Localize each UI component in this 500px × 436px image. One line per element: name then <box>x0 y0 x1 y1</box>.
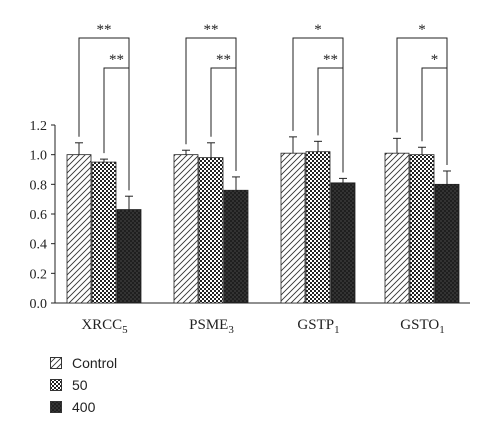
legend-swatch-checker <box>50 379 62 391</box>
y-tick-label: 1.0 <box>30 149 48 164</box>
legend-item-400: 400 <box>50 396 117 418</box>
significance-label: * <box>314 22 322 38</box>
significance-label: ** <box>204 22 219 38</box>
category-label: GSTO1 <box>400 317 444 336</box>
significance-bracket-inner <box>103 67 130 191</box>
significance-label: ** <box>97 22 112 38</box>
legend-item-50: 50 <box>50 374 117 396</box>
bar <box>384 152 410 304</box>
bar <box>280 152 306 304</box>
legend-swatch-hatch <box>50 357 62 369</box>
significance-label: * <box>418 22 426 38</box>
significance-label: * <box>431 52 439 68</box>
y-tick-label: 0.2 <box>30 267 48 282</box>
significance-bracket-inner <box>210 67 237 171</box>
bar <box>173 154 199 304</box>
bar <box>409 154 435 304</box>
significance-label: ** <box>109 52 124 68</box>
bar <box>330 182 356 304</box>
category-label: GSTP1 <box>297 317 339 336</box>
legend-label: Control <box>72 355 118 371</box>
legend-item-control: Control <box>50 352 117 374</box>
significance-bracket-inner <box>421 67 448 165</box>
bar <box>116 209 142 304</box>
significance-brackets: ************* <box>78 22 448 191</box>
category-label: PSME3 <box>189 317 234 336</box>
legend-label: 50 <box>72 377 88 393</box>
y-tick-label: 0.6 <box>30 208 48 223</box>
bar-chart: 0.0 0.2 0.4 0.6 0.8 1.0 1.2 XRCC5 PSME3 GSTP1 GSTO… <box>30 22 470 336</box>
legend: Control 50 400 <box>50 352 117 418</box>
bar <box>198 157 224 304</box>
axes: 0.0 0.2 0.4 0.6 0.8 1.0 1.2 XRCC5 PSME3 GSTP1 GSTO… <box>30 119 470 336</box>
bar <box>223 189 249 304</box>
y-tick-label: 0.4 <box>30 238 48 253</box>
significance-bracket-inner <box>317 67 344 173</box>
significance-label: ** <box>216 52 231 68</box>
category-label: XRCC5 <box>81 317 128 336</box>
bar <box>434 183 460 304</box>
y-tick-label: 1.2 <box>30 119 48 134</box>
significance-label: ** <box>323 52 338 68</box>
bar <box>66 154 92 304</box>
y-tick-label: 0.8 <box>30 178 48 193</box>
legend-swatch-dots <box>50 401 62 413</box>
legend-label: 400 <box>72 399 96 415</box>
bar <box>91 161 117 304</box>
y-tick-label: 0.0 <box>30 297 48 312</box>
bars <box>66 136 460 304</box>
bar <box>305 151 331 304</box>
